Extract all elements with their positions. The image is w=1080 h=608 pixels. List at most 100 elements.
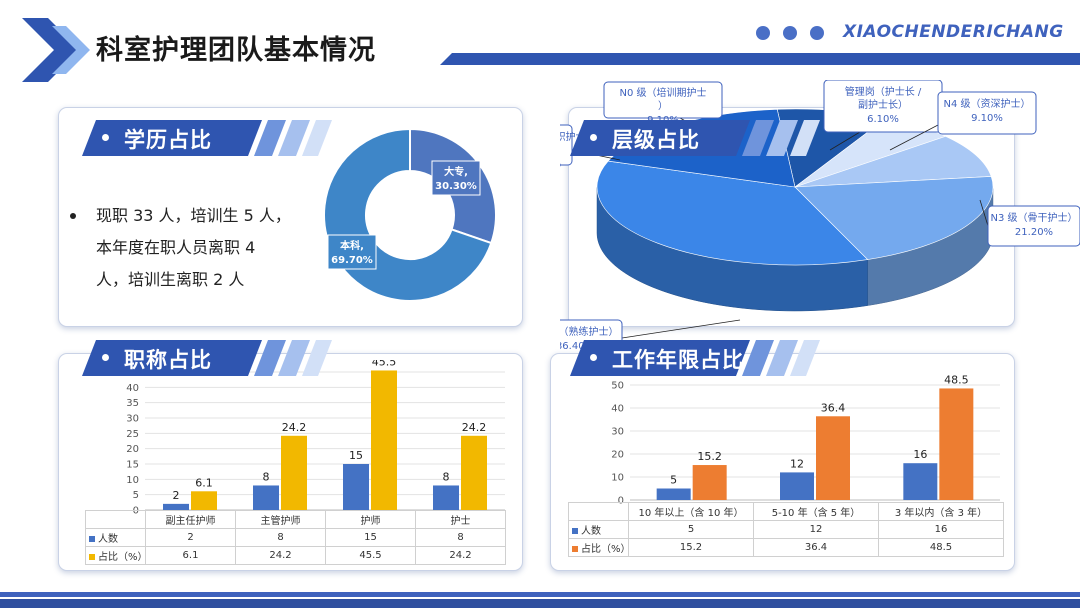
donut-label: 本科, 69.70% (327, 234, 377, 270)
pie-label-name: N4 级（资深护士） (943, 97, 1030, 110)
bar-value-label: 2 (173, 489, 180, 502)
pie-label-value: 9.10% (971, 113, 1003, 124)
y-tick-label: 10 (611, 473, 624, 484)
bar (903, 463, 938, 500)
y-tick-label: 20 (611, 450, 624, 461)
legend-label: 人数 (581, 526, 601, 537)
pie-label-name: ） (658, 100, 668, 112)
y-tick-label: 35 (126, 398, 139, 409)
level-pie-chart: N0 级（培训期护士）9.10%管理岗（护士长 / 副护士长）6.10%N4 级… (560, 80, 1080, 361)
table-header-cell: 主管护师 (235, 510, 326, 529)
y-tick-label: 0 (618, 496, 624, 507)
donut-label-name: 本科, (340, 239, 364, 252)
education-note-line: 人，培训生离职 2 人 (96, 270, 245, 289)
bar (780, 472, 814, 500)
bar-value-label: 15 (349, 449, 363, 462)
level-section-banner (570, 120, 820, 156)
education-donut-chart: 大专, 30.30% 本科, 69.70% (323, 127, 497, 302)
bar-value-label: 6.1 (195, 476, 213, 489)
pie-label: N0 级（培训期护士）9.10% (603, 81, 723, 141)
y-tick-label: 30 (611, 427, 624, 438)
legend-label: 占比（%） (581, 544, 631, 555)
brand-dots (756, 26, 837, 40)
donut-label: 大专, 30.30% (431, 160, 481, 196)
footer-bar (0, 592, 1080, 597)
education-note: 现职 33 人，培训生 5 人， 本年度在职人员离职 4 人，培训生离职 2 人 (70, 200, 315, 296)
title-rank-section-banner (82, 340, 332, 376)
title-rank-data-table: 副主任护师 主管护师 护师 护士 人数 2 8 15 8 占比（%） 6.1 24.2 4… (85, 510, 506, 565)
education-section-title: 学历占比 (82, 120, 262, 156)
bar (816, 416, 850, 500)
level-section-title: 层级占比 (570, 120, 750, 156)
y-tick-label: 20 (126, 444, 139, 455)
bar (253, 485, 279, 510)
table-row: 占比（%） 6.1 24.2 45.5 24.2 (85, 546, 506, 565)
y-tick-label: 40 (611, 404, 624, 415)
title-rank-section-title: 职称占比 (82, 340, 262, 376)
footer-bar (0, 599, 1080, 608)
table-header-cell: 5-10 年（含 5 年） (753, 502, 879, 521)
table-header-cell: 10 年以上（含 10 年） (628, 502, 754, 521)
pie-label: N4 级（资深护士） 9.10% (889, 91, 1037, 151)
bar-value-label: 24.2 (282, 421, 307, 434)
pie-slice (794, 176, 994, 260)
y-tick-label: 50 (611, 381, 624, 392)
y-tick-label: 30 (126, 414, 139, 425)
pie-label: N3 级（骨干护士） 21.20% (979, 199, 1080, 247)
bar (692, 465, 727, 500)
pie-label: 管理岗（护士长 / 副护士长） 6.10% (823, 80, 943, 151)
bar (281, 435, 307, 510)
pie-label-name: N2 级（熟练护士） (560, 325, 619, 338)
y-tick-label: 15 (126, 460, 139, 471)
work-years-bar-chart: 0 10 20 30 40 50 5 15.2 12 36.4 16 48.5 (611, 373, 1000, 507)
bar (656, 488, 691, 500)
table-row: 人数 5 12 16 (568, 520, 1004, 539)
logo-chevron-icon (22, 18, 90, 82)
work-years-section-banner (570, 340, 820, 376)
table-header-cell: 护师 (325, 510, 416, 529)
pie-label-name: N3 级（骨干护士） (990, 211, 1077, 224)
donut-label-value: 69.70% (331, 255, 373, 266)
y-tick-label: 10 (126, 475, 139, 486)
education-note-line: 本年度在职人员离职 4 (96, 238, 256, 257)
bar-value-label: 36.4 (821, 401, 846, 414)
bar-value-label: 24.2 (462, 421, 487, 434)
pie-slice (596, 160, 869, 266)
bar-value-label: 45.5 (372, 360, 397, 368)
page-title: 科室护理团队基本情况 (96, 35, 376, 66)
pie-label-value: 21.20% (1015, 227, 1053, 238)
pie-slice (794, 136, 992, 188)
bar-value-label: 8 (443, 470, 450, 483)
y-tick-label: 25 (126, 429, 139, 440)
header-bar (440, 53, 1080, 65)
y-tick-label: 40 (126, 383, 139, 394)
work-years-data-table: 10 年以上（含 10 年） 5-10 年（含 5 年） 3 年以内（含 3 年… (568, 502, 1004, 557)
bar (461, 435, 487, 510)
education-section-banner (82, 120, 332, 156)
bar (163, 503, 189, 510)
pie-label-value: 6.10% (867, 114, 899, 125)
donut-label-value: 30.30% (435, 181, 477, 192)
bar (371, 370, 397, 510)
legend-label: 占比（%） (98, 552, 148, 563)
table-header-cell: 护士 (415, 510, 506, 529)
bar (191, 491, 217, 510)
bar (433, 485, 459, 510)
bar-value-label: 5 (670, 474, 677, 487)
bar-value-label: 12 (790, 457, 804, 470)
bar (343, 464, 369, 510)
pie-label-value: 18.20% (560, 159, 561, 170)
table-row: 人数 2 8 15 8 (85, 528, 506, 547)
table-header-cell: 副主任护师 (145, 510, 236, 529)
bar-value-label: 16 (913, 448, 927, 461)
table-row: 占比（%） 15.2 36.4 48.5 (568, 538, 1004, 557)
pie-label-name: 副护士长） (858, 98, 908, 111)
bar-value-label: 15.2 (697, 450, 722, 463)
y-tick-label: 5 (133, 490, 139, 501)
chart-grid (630, 384, 1000, 501)
legend-label: 人数 (98, 534, 118, 545)
education-note-line: 现职 33 人，培训生 5 人， (96, 206, 291, 225)
bar-value-label: 48.5 (944, 373, 969, 386)
pie-label-name: N0 级（培训期护士 (619, 86, 706, 99)
